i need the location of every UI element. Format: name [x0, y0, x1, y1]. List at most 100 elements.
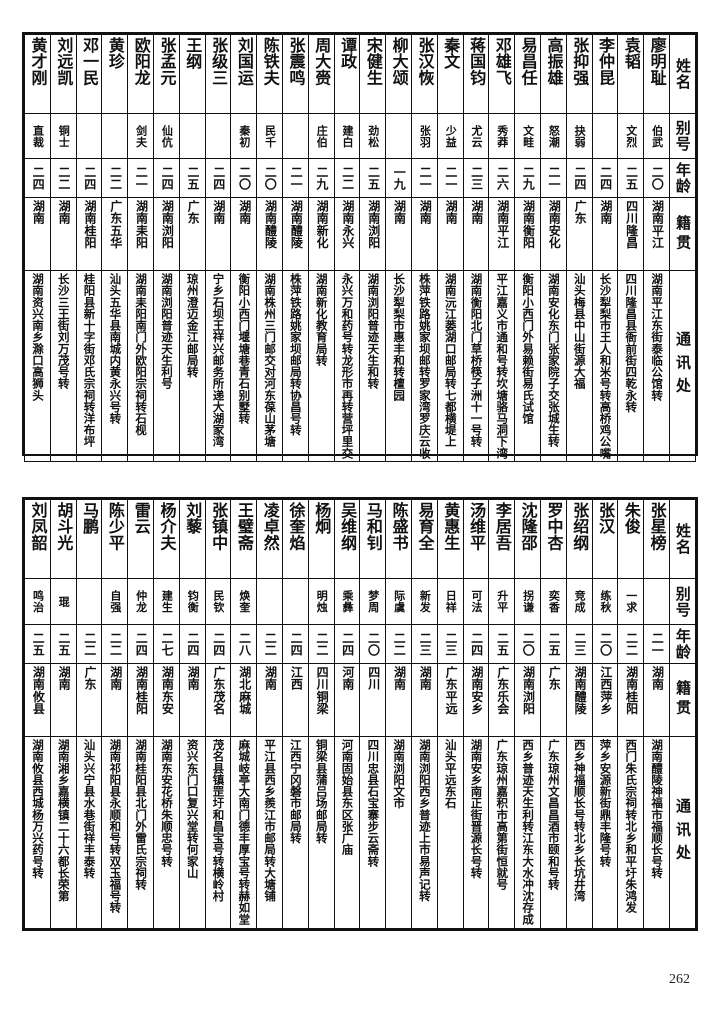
header-alias: 别号 — [668, 578, 697, 625]
alias-text: 秦初 — [237, 124, 251, 148]
age-text: 二五 — [56, 631, 71, 656]
cell-age: 二四 — [462, 623, 490, 664]
header-origin-text: 籍贯 — [674, 214, 693, 254]
alias-text: 民钦 — [212, 590, 226, 613]
header-name-text: 姓名 — [674, 523, 692, 555]
cell-origin: 湖南 — [385, 662, 412, 738]
header-alias: 别号 — [668, 113, 697, 159]
cell-origin: 湖南浏阳 — [514, 662, 541, 738]
origin-text: 江西 — [289, 665, 304, 690]
cell-address: 琼州澄迈金江邮局转 — [178, 270, 206, 462]
header-age-text: 年龄 — [673, 162, 692, 194]
alias-text: 练秋 — [598, 590, 612, 613]
name-text: 蒋国钧 — [467, 37, 487, 86]
name-text: 易育全 — [415, 502, 435, 551]
name-text: 黄惠生 — [441, 502, 461, 551]
cell-address: 湖南耒阳南门外欧阳宗祠转石枧 — [127, 270, 154, 462]
origin-text: 湖南 — [418, 665, 433, 690]
cell-address: 长沙犁梨市王人和米号转高桥鸡公嘴 — [591, 270, 619, 462]
cell-address: 平江县西乡羨江市邮局转大塘铺 — [256, 736, 283, 929]
origin-text: 湖南 — [186, 665, 201, 690]
alias-text: 仲龙 — [134, 590, 148, 613]
origin-text: 湖南安化 — [547, 200, 562, 249]
origin-text: 湖南桂阳 — [134, 665, 149, 715]
cell-name: 张震鸣 — [281, 34, 309, 114]
cell-age: 二三 — [436, 623, 464, 664]
name-text: 邓雄飞 — [492, 37, 512, 86]
cell-name: 胡斗光 — [49, 498, 77, 580]
alias-text: 际虞 — [392, 590, 406, 613]
address-text: 汕头梅县中山街源大福 — [572, 273, 587, 390]
age-text: 二四 — [211, 631, 226, 656]
origin-text: 湖南 — [598, 200, 613, 225]
alias-text: 铜士 — [57, 124, 71, 148]
cell-age: 二四 — [24, 158, 51, 198]
name-text: 张镇中 — [209, 502, 229, 551]
age-text: 二一 — [134, 165, 149, 191]
cell-origin: 广东平远 — [436, 662, 464, 738]
cell-address: 衡阳小西门堰塘巷青石别墅转 — [230, 270, 258, 462]
name-text: 廖明耻 — [647, 37, 667, 86]
name-text: 胡斗光 — [54, 502, 74, 551]
cell-address: 平江嘉义市通和号转坎塘骆马洞下湾 — [488, 270, 516, 462]
alias-text: 焕奎 — [237, 590, 251, 613]
row-origin: 湖南攸县 湖南 广东 湖南 湖南桂阳 湖南东安 湖南 广东茂名 湖北麻城 湖南 江西 四川铜梁 河南 四川… — [24, 662, 697, 738]
name-text: 周大赍 — [312, 37, 332, 86]
age-text: 二三 — [443, 631, 458, 656]
address-text: 广东琼州嘉积市高第街恒就号 — [495, 739, 510, 891]
cell-age: 二〇 — [256, 158, 283, 198]
cell-age: 二〇 — [359, 623, 387, 664]
origin-text: 湖南 — [444, 200, 459, 225]
origin-text: 广东 — [547, 665, 562, 690]
cell-origin: 广东茂名 — [204, 662, 232, 738]
row-name: 黄才刚 刘远凯 邓一民 黄珍 欧阳龙 张孟元 王纲 张级三 刘国运 陈铁夫 张震鸣 周大赍 谭政 宋健生柳… — [24, 34, 697, 114]
age-text: 二〇 — [650, 165, 665, 191]
cell-age: 二〇 — [643, 158, 670, 198]
cell-address: 湖南资兴南乡滁口高狮头 — [24, 270, 51, 462]
address-text: 四川忠县石宝寨步云斋转 — [366, 739, 381, 867]
cell-age: 二二 — [617, 623, 645, 664]
cell-age: 二四 — [75, 158, 103, 198]
origin-text: 广东 — [573, 200, 588, 225]
roster-grid-bottom: 刘凤韶 胡斗光 马鹏 陈少平 雷云 杨介夫 刘藜 张镇中 王璧斋 凌卓然 徐奎焰 杨炯 吴维纲 马和钊 陈盛… — [24, 498, 697, 929]
origin-text: 湖南浏阳 — [521, 665, 536, 715]
cell-address: 湖南浏阳文市 — [385, 736, 412, 929]
roster-table-top: 黄才刚 刘远凯 邓一民 黄珍 欧阳龙 张孟元 王纲 张级三 刘国运 陈铁夫 张震鸣 周大赍 谭政 宋健生柳… — [22, 32, 698, 462]
cell-name: 王纲 — [178, 34, 206, 114]
address-text: 长沙犁梨市惠丰和转檀园 — [392, 273, 407, 401]
cell-age: 二二 — [256, 623, 283, 664]
cell-address: 湖南桂阳县北门外雷氏宗祠转 — [127, 736, 154, 929]
cell-origin: 四川铜梁 — [307, 662, 335, 738]
alias-text: 庄伯 — [315, 124, 329, 148]
cell-address: 汕头梅县中山街源大福 — [565, 270, 593, 462]
cell-name: 欧阳龙 — [127, 34, 154, 114]
age-text: 二五 — [366, 165, 381, 191]
cell-age: 二二 — [385, 623, 412, 664]
cell-origin: 湖南衡阳 — [514, 197, 541, 271]
cell-age: 二三 — [565, 623, 593, 664]
cell-origin: 广东 — [565, 197, 593, 271]
cell-age: 二九 — [307, 158, 335, 198]
cell-age: 二一 — [436, 158, 464, 198]
header-age: 年龄 — [668, 623, 697, 664]
address-text: 湖南耒阳南门外欧阳宗祠转石枧 — [134, 273, 149, 436]
cell-address: 湖南沅江蒌湖口邮局转七都横堤上 — [436, 270, 464, 462]
cell-origin: 湖南新化 — [307, 197, 335, 271]
cell-address: 四川忠县石宝寨步云斋转 — [359, 736, 387, 929]
age-text: 二九 — [521, 165, 536, 191]
name-text: 凌卓然 — [260, 502, 280, 551]
cell-alias: 一求 — [617, 578, 645, 625]
header-age: 年龄 — [668, 158, 697, 198]
header-alias-text: 别号 — [673, 120, 692, 152]
cell-alias: 直裁 — [24, 113, 51, 159]
cell-alias: 乘彝 — [333, 578, 361, 625]
cell-age: 二〇 — [514, 623, 541, 664]
address-text: 湖南平江东街泰临公馆转 — [650, 273, 665, 401]
alias-text: 抉弱 — [573, 124, 587, 148]
name-text: 张绍纲 — [570, 502, 590, 551]
alias-text: 民千 — [263, 124, 277, 148]
age-text: 二三 — [418, 631, 433, 656]
age-text: 二三 — [469, 165, 484, 191]
cell-age: 二五 — [488, 623, 516, 664]
address-text: 宁乡石坝王祥兴邮务所递大湖家湾 — [211, 273, 226, 448]
